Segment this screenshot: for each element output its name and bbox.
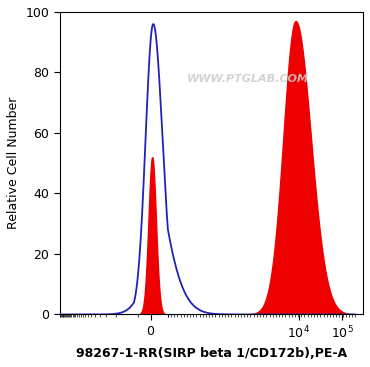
Y-axis label: Relative Cell Number: Relative Cell Number xyxy=(7,97,20,229)
X-axis label: 98267-1-RR(SIRP beta 1/CD172b),PE-A: 98267-1-RR(SIRP beta 1/CD172b),PE-A xyxy=(76,347,347,360)
Text: WWW.PTGLAB.COM: WWW.PTGLAB.COM xyxy=(187,73,309,84)
